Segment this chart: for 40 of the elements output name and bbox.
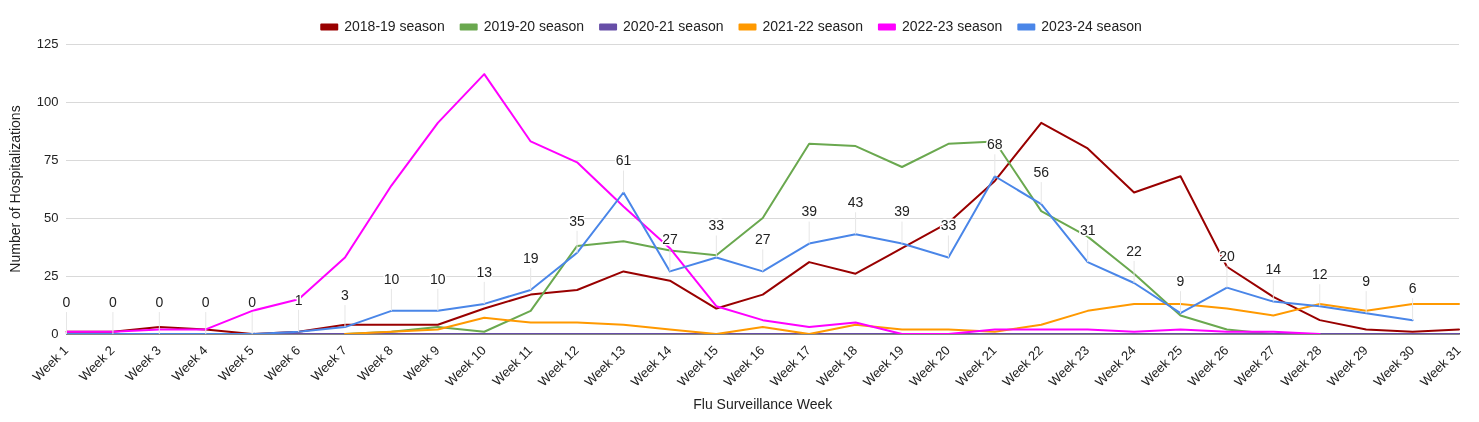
data-label: 12 [1311,266,1328,283]
data-label: 0 [62,293,71,310]
data-label: 0 [201,293,210,310]
legend-label: 2020-21 season [623,17,724,34]
legend-label: 2019-20 season [483,17,585,34]
y-tick-label: 125 [36,35,59,51]
data-label: 14 [1265,261,1282,278]
y-tick-label: 0 [51,325,59,341]
data-label: 19 [522,249,539,266]
legend-label: 2018-19 season [344,17,445,34]
y-tick-label: 25 [44,267,59,283]
x-axis-title: Flu Surveillance Week [693,396,834,413]
data-label: 0 [155,293,164,310]
data-label: 27 [754,231,771,248]
data-label: 56 [1033,163,1050,180]
data-label: 61 [615,152,632,169]
data-label: 10 [430,270,446,287]
data-label: 10 [383,270,400,287]
data-label: 0 [109,293,118,310]
data-label: 39 [801,203,818,220]
legend-label: 2023-24 season [1041,17,1142,34]
data-label: 9 [1362,273,1371,290]
data-label: 0 [248,293,257,310]
y-tick-label: 100 [36,93,59,109]
data-label: 6 [1408,280,1417,296]
data-label: 9 [1176,273,1185,290]
data-label: 22 [1126,242,1143,259]
data-label: 43 [847,194,864,211]
data-label: 35 [569,212,586,229]
y-tick-label: 75 [44,151,59,167]
legend-label: 2022-23 season [901,17,1003,34]
data-label: 39 [894,203,910,220]
data-label: 33 [708,217,725,234]
data-label: 31 [1079,221,1096,238]
data-label: 3 [341,286,350,303]
y-tick-label: 50 [44,209,59,225]
legend-label: 2021-22 season [762,17,863,34]
data-label: 13 [476,263,493,280]
data-label: 27 [662,231,678,248]
y-axis-title: Number of Hospitalizations [7,105,24,273]
